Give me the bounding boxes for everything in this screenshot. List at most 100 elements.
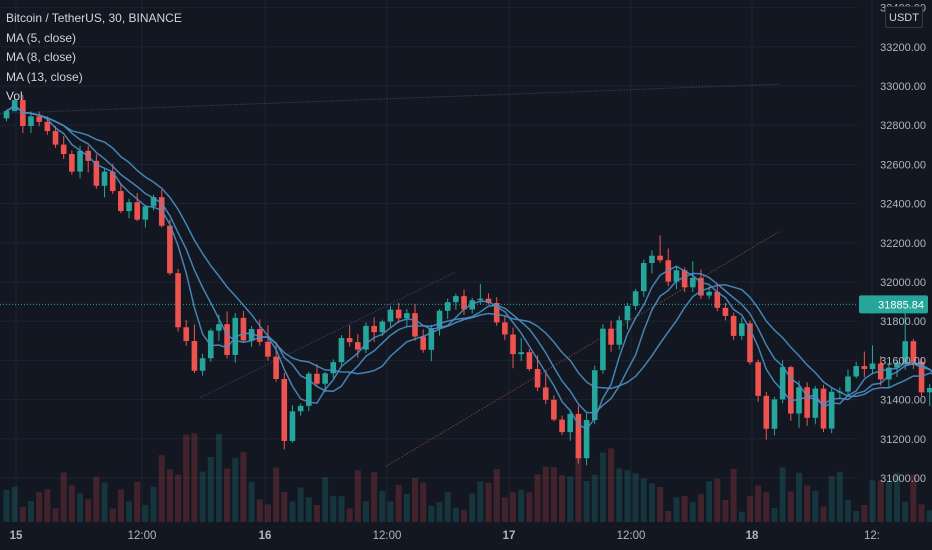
volume-bar [877, 480, 884, 522]
candle-body [567, 413, 574, 433]
candle-body [387, 309, 394, 322]
volume-bar [689, 502, 696, 522]
volume-bar [640, 478, 647, 522]
volume-bar [632, 473, 639, 522]
legend-ma13[interactable]: MA (13, close) [6, 69, 83, 84]
last-price-badge [859, 295, 928, 314]
volume-bar [648, 483, 655, 522]
candle-body [894, 362, 900, 368]
volume-bar [755, 485, 762, 522]
volume-bar [354, 470, 361, 522]
legend-ma5[interactable]: MA (5, close) [6, 30, 77, 45]
volume-bar [412, 477, 418, 522]
volume-bar [134, 481, 141, 522]
candle-body [224, 324, 230, 355]
trend-lines [0, 83, 781, 467]
candle-body [689, 277, 696, 288]
candle-body [453, 296, 459, 303]
candle-body [542, 387, 549, 400]
volume-bar [158, 455, 165, 522]
volume-bar [11, 486, 18, 522]
volume-bar [452, 507, 459, 522]
volume-bar [665, 510, 672, 522]
currency-button[interactable]: USDT [885, 6, 923, 28]
volume-bar [420, 482, 427, 522]
volume-bar [657, 487, 664, 522]
candle-body [477, 298, 484, 301]
volume-bar [836, 471, 843, 522]
candle-body [722, 307, 729, 316]
candle-body [93, 160, 100, 186]
candle-body [502, 322, 508, 335]
volume-bar [379, 490, 386, 522]
candle-body [632, 291, 639, 306]
time-axis[interactable]: 15 12:00 16 12:00 17 12:00 18 12: [10, 530, 880, 542]
volume-bar [894, 472, 901, 522]
volume-bar [461, 509, 468, 522]
time-tick-label: 12:00 [373, 530, 402, 542]
legend-volume[interactable]: Vol [6, 89, 23, 103]
candle-body [869, 363, 876, 370]
candle-body [812, 388, 819, 418]
time-tick-label: 15 [10, 530, 23, 542]
volume-bar [346, 508, 353, 522]
volume-bar [706, 481, 713, 522]
candle-body [575, 413, 582, 459]
volume-bar [477, 481, 484, 522]
volume-bar [109, 508, 116, 522]
candle-body [134, 202, 141, 220]
candle-body [706, 291, 712, 296]
price-tick-label: 31000.00 [880, 473, 926, 485]
moving-averages [6, 104, 932, 430]
volume-bar [281, 491, 288, 522]
price-tick-label: 32200.00 [880, 238, 926, 250]
candle-body [518, 352, 525, 355]
candle-body [910, 341, 917, 362]
time-tick-label: 12: [864, 530, 880, 542]
time-tick-label: 16 [259, 530, 272, 542]
symbol-title[interactable]: Bitcoin / TetherUS, 30, BINANCE [6, 11, 182, 25]
candle-body [265, 341, 271, 357]
volume-bar [183, 434, 190, 522]
volume-bar [902, 501, 909, 522]
price-axis[interactable]: 31000.00 31200.00 31400.00 31600.00 31800.00… [880, 3, 926, 485]
price-tick-label: 33000.00 [880, 81, 926, 93]
candle-body [763, 395, 770, 429]
volume-bar [542, 466, 549, 522]
volume-bar [264, 504, 271, 522]
candle-body [3, 111, 10, 119]
volume-bar [599, 452, 606, 522]
chart-legend: Bitcoin / TetherUS, 30, BINANCE MA (5, c… [6, 9, 182, 107]
candle-body [788, 367, 794, 414]
volume-bar [273, 467, 280, 522]
volume-bar [68, 485, 75, 522]
candle-body [469, 300, 475, 310]
candle-body [44, 121, 51, 132]
volume-bar [591, 474, 598, 522]
volume-bar [77, 493, 84, 522]
candle-body [109, 171, 116, 192]
candle-body [101, 171, 108, 186]
candle-body [338, 338, 345, 363]
volume-bar [289, 501, 296, 522]
candle-body [624, 305, 631, 321]
volume-bar [673, 497, 680, 522]
volume-bar [19, 506, 26, 522]
volume-bar [232, 458, 239, 522]
volume-bar [845, 500, 852, 522]
volume-bar [820, 506, 827, 522]
volume-bar [697, 494, 704, 522]
price-tick-label: 31800.00 [880, 316, 926, 328]
candle-body [289, 411, 296, 441]
volume-bar [746, 495, 753, 522]
volume-bar [616, 468, 623, 522]
volume-bar [730, 468, 737, 522]
price-tick-label: 33200.00 [880, 42, 926, 54]
volume-bar [812, 490, 819, 522]
legend-ma8[interactable]: MA (8, close) [6, 50, 77, 64]
candle-body [755, 362, 761, 396]
candle-body [796, 387, 802, 414]
candle-body [330, 362, 337, 374]
candle-body [420, 336, 426, 350]
